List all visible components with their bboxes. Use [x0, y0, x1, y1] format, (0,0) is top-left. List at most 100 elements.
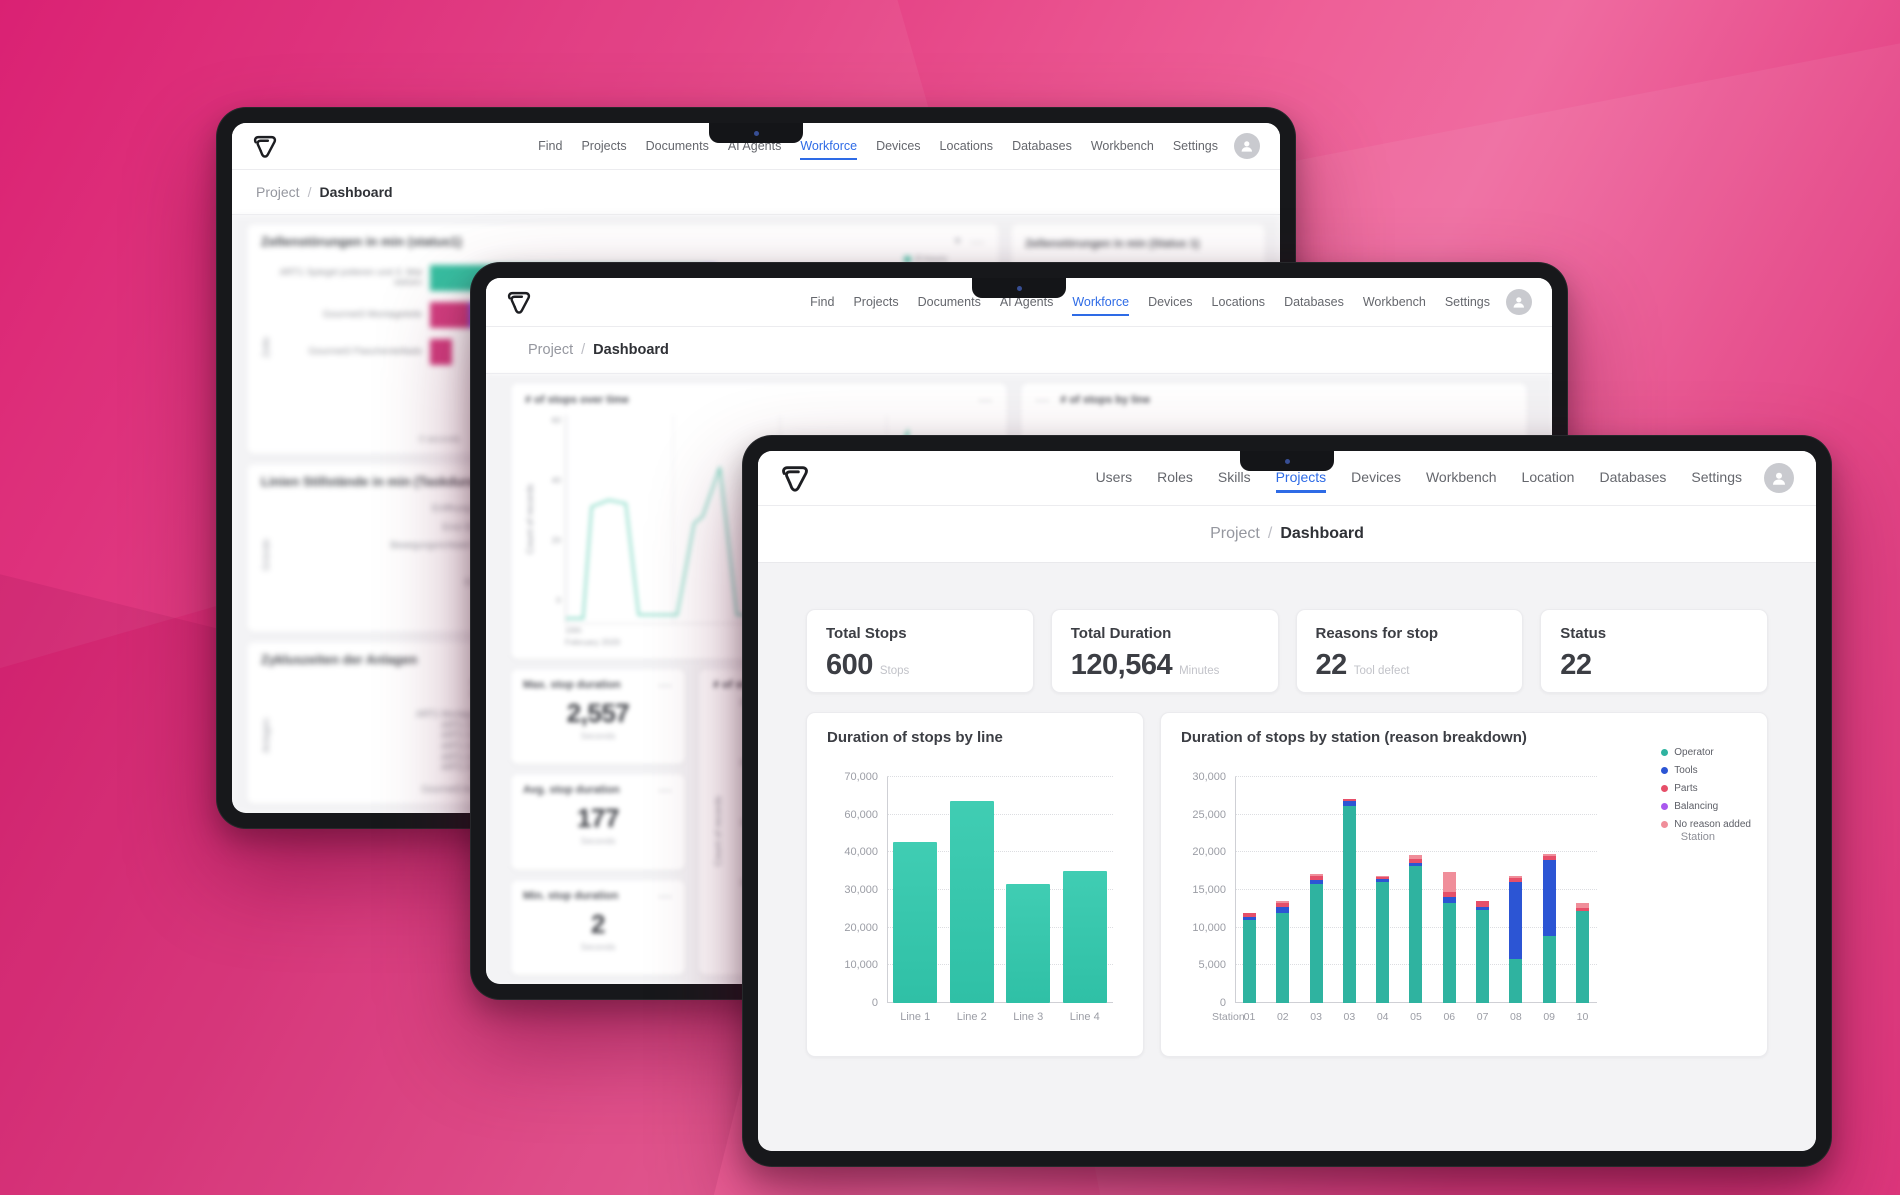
- y-tick: 20: [551, 535, 561, 546]
- y-tick: 40: [551, 475, 561, 486]
- bar-label: Gourmet3 Flaschenteillade: [308, 345, 422, 357]
- legend-item-tools[interactable]: Tools: [1661, 765, 1751, 776]
- legend-item-operator[interactable]: Operator: [1661, 747, 1751, 758]
- nav-item-devices[interactable]: Devices: [1351, 469, 1401, 485]
- nav-item-locations[interactable]: Locations: [1211, 294, 1266, 309]
- nav-item-settings[interactable]: Settings: [1172, 138, 1218, 153]
- legend-item-parts[interactable]: Parts: [1661, 783, 1751, 794]
- y-tick: 0: [871, 997, 878, 1009]
- nav-item-locations[interactable]: Locations: [939, 138, 994, 153]
- legend-label: Balancing: [1674, 801, 1719, 812]
- user-avatar-icon[interactable]: [1234, 133, 1260, 159]
- nav-item-skills[interactable]: Skills: [1217, 469, 1251, 485]
- nav-item-find[interactable]: Find: [810, 294, 835, 309]
- workerbase-logo-icon[interactable]: [780, 465, 810, 492]
- stat-unit: Seconds: [580, 836, 616, 847]
- kpi-value-line: 120,564 Minutes: [1071, 649, 1259, 682]
- segment-no-reason-added: [1575, 902, 1589, 909]
- stacked-bar-station-01: [1243, 777, 1256, 1003]
- kpi-value-line: 22: [1560, 649, 1748, 682]
- dropdown-icon[interactable]: ▾: [955, 236, 961, 247]
- segment-operator: [1376, 882, 1390, 1003]
- nav-item-location[interactable]: Location: [1521, 469, 1575, 485]
- nav-item-devices[interactable]: Devices: [876, 138, 921, 153]
- y-tick: 30,000: [1192, 771, 1226, 783]
- panel-title: Zellenstörungen in min (status1): [261, 234, 462, 249]
- camera-icon: [753, 130, 759, 136]
- nav-item-settings[interactable]: Settings: [1444, 294, 1490, 309]
- nav-item-workforce[interactable]: Workforce: [800, 133, 858, 160]
- segment-tools: [1542, 859, 1556, 936]
- nav-item-workbench[interactable]: Workbench: [1362, 294, 1426, 309]
- chart-title: Duration of stops by line: [827, 729, 1003, 746]
- legend-label: Operator: [1674, 747, 1714, 758]
- nav-item-workbench[interactable]: Workbench: [1425, 469, 1497, 485]
- y-tick: 5,000: [1198, 959, 1226, 972]
- stacked-bar-station-06: [1442, 777, 1456, 1003]
- y-tick: 40,000: [844, 846, 878, 859]
- user-avatar-icon[interactable]: [1506, 289, 1532, 315]
- nav-item-documents[interactable]: Documents: [645, 138, 709, 153]
- stacked-bar-station-07: [1476, 777, 1490, 1003]
- stat-card-avg-stop-duration: Avg. stop duration ⋯ 177 Seconds: [510, 773, 686, 871]
- panel-title: Zellenstörungen in min (Status 1): [1025, 238, 1200, 250]
- y-tick: 25,000: [1192, 808, 1226, 821]
- workerbase-logo-icon[interactable]: [252, 135, 278, 158]
- nav-item-devices[interactable]: Devices: [1148, 294, 1193, 309]
- panel-menu-icon[interactable]: ⋯: [658, 887, 673, 904]
- segment-parts: [1542, 856, 1556, 860]
- y-tick: 20,000: [844, 921, 878, 934]
- panel-menu-icon[interactable]: ⋯: [658, 782, 673, 799]
- main-nav: Find Projects Documents AI Agents Workforce D…: [810, 289, 1490, 316]
- panel-title: Zykluszeiten der Anlagen: [261, 652, 418, 667]
- panel-menu-icon[interactable]: ⋯: [978, 392, 994, 408]
- breadcrumb-separator: /: [581, 342, 586, 358]
- nav-item-projects[interactable]: Projects: [1275, 463, 1327, 493]
- segment-operator: [1309, 883, 1323, 1003]
- gridline: [887, 851, 1113, 853]
- nav-item-documents[interactable]: Documents: [917, 294, 981, 309]
- workerbase-logo-icon[interactable]: [506, 291, 532, 314]
- breadcrumb-section[interactable]: Project: [528, 342, 574, 358]
- panel-menu-icon[interactable]: ⋯: [658, 677, 673, 693]
- legend-item-no-reason-added[interactable]: No reason added: [1661, 819, 1751, 830]
- stat-card-header: Avg. stop duration ⋯: [523, 783, 673, 797]
- x-tick: 03: [1343, 1011, 1356, 1023]
- segment-parts: [1442, 892, 1456, 897]
- nav-item-databases[interactable]: Databases: [1284, 294, 1344, 309]
- nav-item-ai-agents[interactable]: AI Agents: [999, 294, 1054, 309]
- stat-value: 2: [591, 908, 605, 939]
- kpi-label: Total Duration: [1070, 625, 1172, 642]
- stat-value: 2,557: [566, 698, 630, 728]
- bar-chart: 0 10,000 20,000 30,000 40,000 60,000 70,000: [827, 771, 1123, 1009]
- nav-item-databases[interactable]: Databases: [1599, 469, 1667, 485]
- nav-item-users[interactable]: Users: [1095, 469, 1133, 485]
- breadcrumb-separator: /: [307, 184, 312, 200]
- x-tick: 10: [1576, 1011, 1589, 1023]
- nav-item-projects[interactable]: Projects: [581, 138, 627, 153]
- x-tick: Line 1: [900, 1011, 931, 1023]
- breadcrumb-section[interactable]: Project: [256, 184, 300, 200]
- breadcrumb-section[interactable]: Project: [1210, 525, 1260, 542]
- nav-item-workforce[interactable]: Workforce: [1072, 289, 1130, 316]
- y-axis-line: [887, 777, 888, 1003]
- nav-item-roles[interactable]: Roles: [1157, 469, 1193, 485]
- nav-item-settings[interactable]: Settings: [1691, 469, 1742, 485]
- y-tick: 20,000: [1192, 846, 1226, 859]
- segment-tools: [1409, 862, 1423, 866]
- legend-item[interactable]: 8 hours: [903, 254, 947, 265]
- nav-item-projects[interactable]: Projects: [853, 294, 899, 309]
- kpi-label: Total Stops: [826, 625, 907, 642]
- y-tick: 10,000: [844, 959, 878, 972]
- nav-item-databases[interactable]: Databases: [1012, 138, 1072, 153]
- user-avatar-icon[interactable]: [1764, 463, 1794, 493]
- camera-icon: [1284, 458, 1290, 464]
- legend-item-balancing[interactable]: Balancing: [1661, 801, 1751, 812]
- panel-menu-icon[interactable]: ⋯: [970, 233, 986, 250]
- panel-menu-icon[interactable]: ⋯: [1035, 392, 1051, 408]
- nav-item-workbench[interactable]: Workbench: [1090, 138, 1154, 153]
- y-tick: 15,000: [1192, 884, 1226, 896]
- segment-operator: [1342, 805, 1356, 1003]
- nav-item-find[interactable]: Find: [538, 138, 563, 153]
